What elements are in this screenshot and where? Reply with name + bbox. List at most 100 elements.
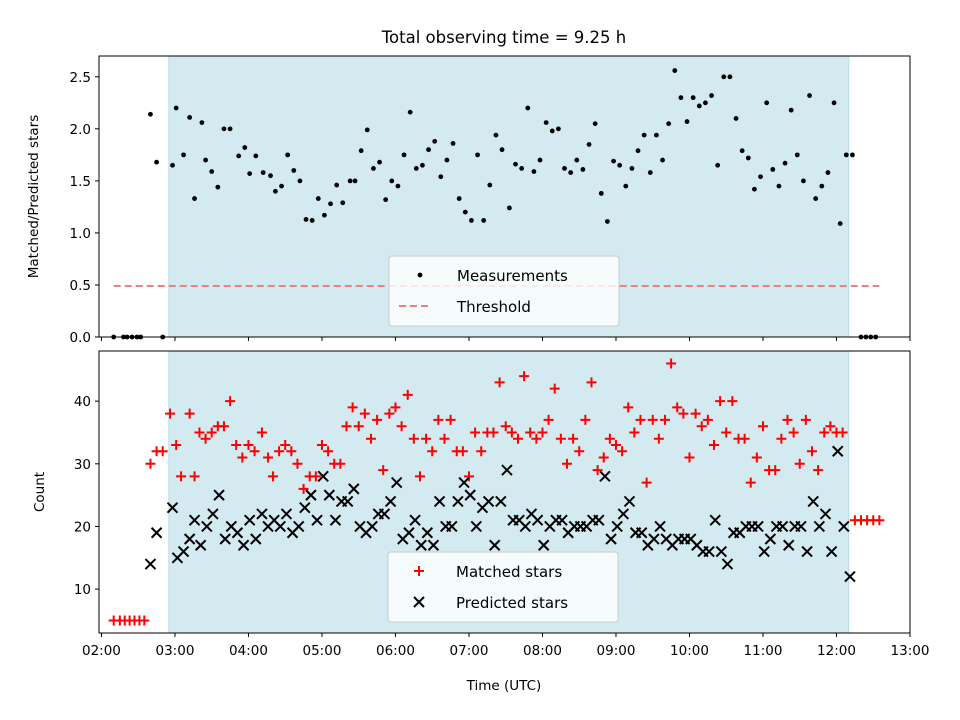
data-point bbox=[617, 162, 623, 168]
data-point bbox=[715, 396, 726, 407]
data-point bbox=[263, 452, 274, 463]
data-point bbox=[831, 100, 837, 106]
data-point bbox=[739, 433, 750, 444]
data-point bbox=[154, 159, 159, 165]
data-point bbox=[745, 155, 751, 161]
data-point bbox=[420, 162, 425, 168]
data-point bbox=[494, 377, 505, 388]
data-point bbox=[352, 178, 358, 184]
data-point bbox=[764, 533, 777, 545]
data-point bbox=[653, 433, 664, 444]
data-point bbox=[568, 170, 574, 175]
data-point bbox=[647, 170, 653, 175]
data-point bbox=[433, 495, 446, 508]
data-point bbox=[340, 200, 346, 206]
data-point bbox=[715, 162, 721, 168]
data-point bbox=[384, 408, 395, 419]
data-point bbox=[752, 186, 757, 192]
data-point bbox=[470, 520, 483, 533]
data-point bbox=[819, 427, 830, 438]
data-point bbox=[299, 501, 311, 514]
data-point bbox=[177, 545, 190, 558]
y-tick-label: 40 bbox=[74, 394, 91, 410]
data-point bbox=[825, 421, 836, 432]
data-point bbox=[757, 421, 768, 432]
series-predicted-stars bbox=[144, 445, 856, 583]
data-point bbox=[243, 514, 256, 526]
data-point bbox=[703, 545, 715, 558]
data-point bbox=[427, 539, 440, 551]
legend-box bbox=[387, 551, 619, 623]
data-point bbox=[611, 158, 616, 164]
data-point bbox=[439, 433, 450, 444]
data-point bbox=[219, 533, 231, 545]
data-point bbox=[807, 93, 812, 98]
data-point bbox=[475, 152, 480, 158]
data-point bbox=[782, 414, 793, 425]
data-point bbox=[623, 402, 634, 413]
data-point bbox=[586, 142, 592, 147]
data-point bbox=[413, 166, 419, 171]
data-point bbox=[629, 166, 635, 171]
x-tick-label: 03:00 bbox=[156, 643, 195, 659]
data-point bbox=[537, 157, 543, 163]
data-point bbox=[280, 508, 293, 520]
data-point bbox=[531, 433, 542, 444]
data-point bbox=[507, 205, 512, 211]
data-point bbox=[788, 427, 799, 438]
data-point bbox=[476, 446, 487, 457]
data-point bbox=[390, 476, 403, 489]
data-point bbox=[463, 471, 474, 482]
data-point bbox=[408, 433, 419, 444]
data-point bbox=[537, 427, 548, 438]
data-point bbox=[605, 219, 610, 224]
data-point bbox=[806, 446, 817, 457]
data-point bbox=[227, 126, 233, 132]
data-point bbox=[427, 446, 438, 457]
data-point bbox=[150, 527, 163, 539]
x-tick-label: 02:00 bbox=[82, 643, 121, 659]
data-point bbox=[758, 174, 763, 180]
data-point bbox=[543, 120, 549, 126]
legend-label: Matched stars bbox=[456, 563, 562, 581]
data-point bbox=[574, 446, 585, 457]
data-point bbox=[409, 514, 421, 526]
data-point bbox=[445, 414, 456, 425]
data-point bbox=[256, 427, 267, 438]
data-point bbox=[407, 109, 413, 115]
data-point bbox=[256, 508, 268, 520]
y-tick-label: 1.5 bbox=[70, 174, 91, 190]
legend-label: Threshold bbox=[456, 298, 531, 316]
y-tick-label: 30 bbox=[74, 457, 91, 473]
data-point bbox=[776, 433, 787, 444]
legend: Matched stars Predicted stars bbox=[387, 551, 619, 623]
data-point bbox=[341, 495, 354, 508]
data-point bbox=[794, 458, 805, 469]
data-point bbox=[482, 495, 495, 508]
data-point bbox=[764, 100, 770, 106]
data-point bbox=[274, 520, 287, 533]
data-point bbox=[684, 119, 690, 124]
data-point bbox=[417, 272, 423, 278]
data-point bbox=[426, 147, 431, 153]
data-point bbox=[378, 508, 391, 520]
data-point bbox=[487, 182, 493, 188]
data-point bbox=[598, 452, 609, 463]
legend-label: Measurements bbox=[457, 267, 568, 285]
data-point bbox=[519, 166, 525, 171]
data-point bbox=[310, 471, 321, 482]
data-point bbox=[316, 440, 327, 450]
data-point bbox=[580, 414, 591, 425]
data-point bbox=[610, 440, 621, 450]
x-tick-label: 04:00 bbox=[229, 643, 268, 659]
x-tick-label: 12:00 bbox=[817, 643, 856, 659]
data-point bbox=[813, 520, 826, 533]
data-point bbox=[173, 105, 179, 111]
data-point bbox=[481, 218, 487, 223]
data-point bbox=[641, 477, 652, 488]
data-point bbox=[315, 196, 321, 201]
data-point bbox=[334, 182, 340, 188]
data-point bbox=[384, 495, 397, 508]
data-point bbox=[421, 433, 432, 444]
data-point bbox=[525, 427, 536, 438]
